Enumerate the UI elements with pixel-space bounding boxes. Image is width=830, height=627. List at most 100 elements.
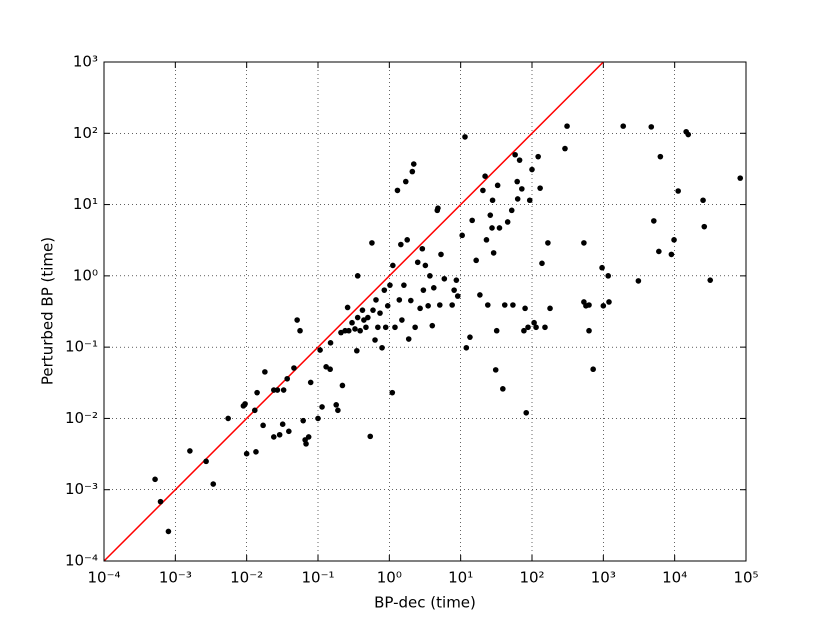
point [581,240,587,246]
point [522,305,528,312]
point [489,225,495,231]
y-tick-label: 10⁻⁴ [65,552,98,570]
point [317,347,323,353]
point [482,173,488,180]
plot-frame [103,61,747,562]
point [410,161,417,167]
point [547,305,553,312]
point [620,123,627,129]
point [300,417,306,424]
y-tick-label: 10¹ [73,195,98,213]
x-tick-label: 10⁻⁴ [87,569,120,587]
point [484,302,491,308]
point [422,262,429,269]
y-tick-label: 10² [73,124,98,142]
point [319,404,325,410]
point [701,223,708,230]
point [420,287,427,293]
point [429,322,436,329]
point [542,324,548,331]
point [514,178,520,185]
point [372,337,378,343]
point [382,324,389,331]
point [339,382,346,389]
point [260,422,266,429]
point [419,245,426,252]
point [408,297,414,304]
point [405,336,412,342]
point [367,433,374,440]
point [417,305,423,312]
point [365,314,371,321]
point [323,363,329,370]
point [307,379,314,386]
point [396,297,403,303]
point [490,250,497,256]
point [384,303,391,309]
point [606,299,612,305]
point [438,251,444,258]
point [399,317,405,323]
point [210,481,217,487]
point [412,324,418,331]
point [354,314,361,321]
point [286,428,292,435]
point [225,415,231,422]
y-tick-label: 10⁻³ [65,480,98,498]
point [254,389,260,396]
point [480,187,486,194]
point [635,278,642,284]
point [514,196,521,202]
point [435,205,441,211]
x-tick-label: 10³ [591,569,616,587]
point [345,327,352,334]
point [599,264,605,271]
point [242,401,248,407]
point [533,324,539,331]
point [494,182,501,189]
point [294,317,300,323]
x-tick-label: 10⁻¹ [301,569,334,587]
y-axis-label: Perturbed BP (time) [39,237,57,385]
point [562,145,568,152]
point [685,131,692,138]
point [668,251,675,258]
point [401,282,407,288]
point [437,302,443,308]
point [459,232,465,239]
point [451,287,457,293]
point [335,407,341,414]
point [453,277,460,283]
x-tick-label: 10⁰ [377,569,402,587]
point [280,387,287,393]
point [675,188,681,194]
point [467,334,473,340]
point [516,157,523,163]
point [529,166,535,173]
point [454,293,461,299]
point [354,273,361,279]
point [297,327,303,334]
point [586,327,592,334]
point [381,287,388,293]
point [501,302,508,308]
y-tick-label: 10⁰ [73,266,98,284]
point [394,187,401,194]
point [152,476,158,483]
point [404,237,410,243]
point [545,240,551,246]
point [187,448,193,454]
point [375,324,381,331]
point [600,303,607,309]
point [504,219,511,225]
point [487,212,494,218]
point [274,387,281,393]
point [425,303,431,309]
point [349,319,355,326]
point [651,218,657,224]
point [409,168,416,175]
point [344,304,351,311]
point [305,434,312,440]
x-tick-label: 10¹ [448,569,473,587]
point [535,153,541,160]
